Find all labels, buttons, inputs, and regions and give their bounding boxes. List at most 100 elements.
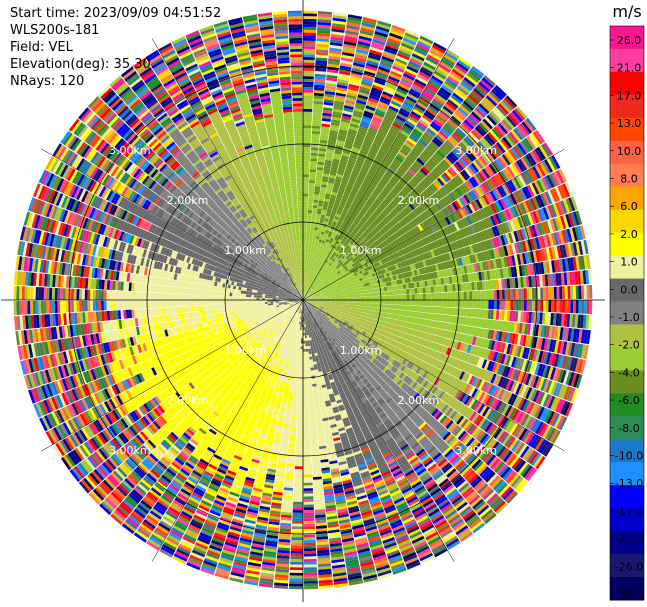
gate — [306, 223, 311, 227]
device-label: WLS200s-181 — [10, 23, 100, 38]
gate — [305, 248, 309, 252]
gate — [303, 78, 314, 82]
gate — [310, 224, 315, 228]
gate — [305, 270, 308, 273]
gate — [303, 188, 309, 191]
gate — [303, 182, 309, 186]
gate — [314, 73, 326, 78]
gate — [303, 13, 317, 17]
gate — [316, 41, 330, 45]
gate — [305, 253, 308, 257]
gate — [316, 32, 330, 37]
gate — [313, 92, 324, 97]
gate — [303, 111, 313, 115]
gate — [309, 180, 316, 184]
gate — [303, 92, 314, 96]
gate — [303, 98, 313, 101]
gate — [303, 67, 315, 71]
gate — [313, 106, 323, 110]
gate — [303, 259, 305, 262]
gate — [303, 43, 316, 47]
gate — [317, 21, 332, 26]
gate — [303, 196, 308, 200]
gate — [303, 48, 316, 52]
ray — [303, 12, 348, 300]
gate — [303, 138, 311, 142]
gate — [307, 256, 310, 260]
gate — [305, 245, 309, 249]
gate — [303, 291, 304, 295]
gate — [303, 89, 314, 93]
gate — [317, 27, 331, 32]
elevation-label: Elevation(deg): 35.30 — [10, 57, 151, 72]
gate — [303, 18, 317, 22]
gate — [307, 218, 312, 222]
gate — [313, 103, 323, 108]
gate — [303, 201, 308, 205]
gate — [306, 229, 311, 233]
gate — [309, 174, 316, 178]
gate — [307, 212, 312, 216]
gate — [306, 234, 310, 238]
gate — [303, 256, 306, 260]
gate — [307, 251, 311, 255]
gate — [309, 171, 316, 176]
gate — [317, 24, 331, 29]
start-time-label: Start time: 2023/09/09 04:51:52 — [10, 6, 222, 21]
info-panel: Start time: 2023/09/09 04:51:52 WLS200s-… — [10, 5, 221, 90]
gate — [303, 95, 313, 99]
gate — [310, 147, 319, 151]
gate — [312, 114, 322, 118]
gate — [307, 207, 313, 211]
gate — [303, 237, 307, 240]
gate — [312, 111, 322, 116]
gate — [304, 272, 306, 276]
gate — [308, 199, 314, 203]
gate — [303, 245, 306, 249]
gate — [303, 59, 315, 63]
gate — [303, 280, 305, 284]
gate — [304, 281, 306, 284]
gate — [315, 60, 328, 64]
gate — [308, 196, 314, 200]
ray — [303, 10, 318, 300]
gate — [315, 62, 327, 67]
gate — [308, 201, 313, 205]
gate — [316, 35, 330, 40]
gate — [303, 84, 314, 88]
gate — [316, 49, 329, 53]
gate — [303, 51, 316, 55]
gate — [311, 136, 320, 140]
gate — [309, 169, 317, 173]
gate — [305, 242, 309, 246]
gate — [309, 232, 314, 236]
gate — [310, 150, 319, 154]
gate — [303, 117, 312, 120]
gate — [303, 10, 318, 14]
gate — [303, 242, 306, 246]
gate — [306, 262, 309, 265]
gate — [303, 144, 311, 148]
gate — [303, 114, 312, 118]
gate — [314, 79, 326, 83]
gate — [314, 87, 325, 91]
gate — [303, 158, 310, 161]
gate — [311, 215, 316, 220]
gate — [303, 239, 306, 243]
ppi-rays — [13, 10, 593, 590]
gate — [303, 37, 316, 41]
gate — [303, 125, 312, 129]
gate — [311, 218, 316, 222]
gate — [307, 253, 311, 257]
gate — [315, 68, 327, 72]
gate — [303, 294, 304, 298]
gate — [307, 204, 313, 208]
gate — [314, 81, 325, 86]
gate — [315, 57, 328, 61]
gate — [306, 231, 310, 235]
gate — [306, 264, 309, 268]
gate — [303, 174, 310, 178]
gate — [314, 76, 326, 80]
gate — [303, 62, 315, 66]
